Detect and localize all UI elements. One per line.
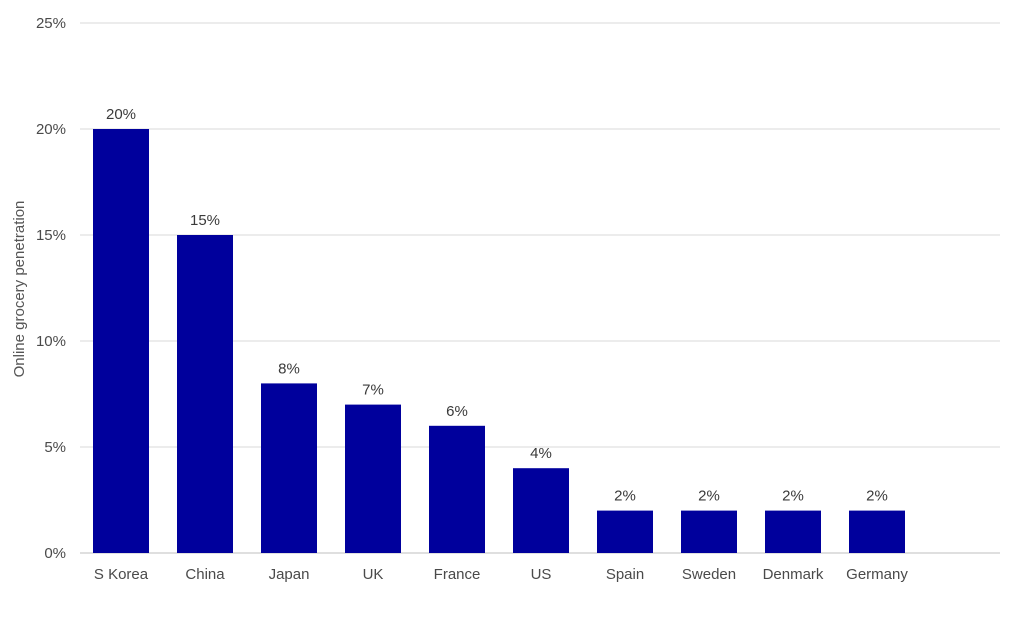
x-tick-label: Germany [846, 566, 908, 583]
data-label: 2% [866, 488, 888, 505]
data-label: 2% [614, 488, 636, 505]
bar [261, 383, 317, 553]
bar [513, 468, 569, 553]
bar [93, 129, 149, 553]
data-label: 6% [446, 403, 468, 420]
y-tick-label: 0% [44, 545, 66, 562]
y-axis-tick-labels: 0% 5% 10% 15% 20% 25% [36, 15, 66, 562]
y-tick-label: 5% [44, 439, 66, 456]
x-tick-label: UK [363, 566, 384, 583]
data-label: 2% [698, 488, 720, 505]
bar [429, 425, 485, 553]
x-tick-label: Denmark [763, 566, 824, 583]
bar [345, 404, 401, 553]
data-label: 15% [190, 212, 220, 229]
data-label: 4% [530, 445, 552, 462]
bar [765, 510, 821, 553]
y-axis-title: Online grocery penetration [11, 201, 28, 378]
x-tick-label: Japan [269, 566, 310, 583]
data-label: 7% [362, 382, 384, 399]
x-tick-label: Spain [606, 566, 644, 583]
x-tick-label: France [434, 566, 481, 583]
gridlines [80, 22, 1000, 554]
bars [93, 129, 905, 553]
x-axis-tick-labels: S Korea China Japan UK France US Spain Sweden De… [94, 566, 908, 583]
x-tick-label: US [531, 566, 552, 583]
y-tick-label: 15% [36, 227, 66, 244]
y-tick-label: 10% [36, 333, 66, 350]
bar [849, 510, 905, 553]
bar [177, 235, 233, 553]
x-tick-label: Sweden [682, 566, 736, 583]
x-tick-label: China [185, 566, 225, 583]
y-tick-label: 20% [36, 121, 66, 138]
data-label: 20% [106, 106, 136, 123]
data-label: 2% [782, 488, 804, 505]
data-labels: 20% 15% 8% 7% 6% 4% 2% 2% 2% 2% [106, 106, 888, 505]
bar [597, 510, 653, 553]
y-tick-label: 25% [36, 15, 66, 32]
data-label: 8% [278, 360, 300, 377]
bar [681, 510, 737, 553]
x-tick-label: S Korea [94, 566, 149, 583]
